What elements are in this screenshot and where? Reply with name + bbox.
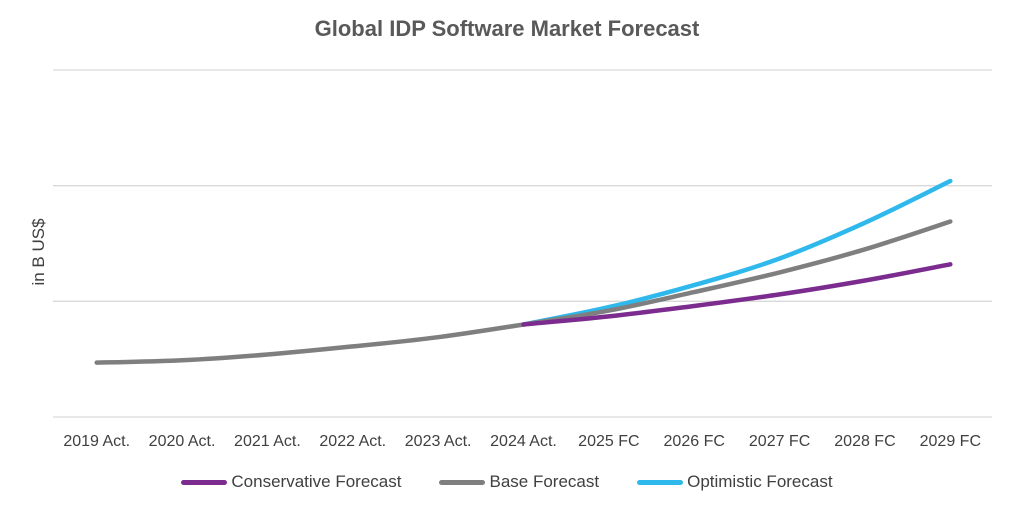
x-tick-label: 2026 FC [664, 433, 725, 450]
x-tick-label: 2022 Act. [319, 433, 386, 450]
x-tick-label: 2028 FC [834, 433, 895, 450]
legend-label-optimistic: Optimistic Forecast [687, 472, 833, 491]
x-tick-label: 2029 FC [920, 433, 981, 450]
legend-item-conservative: Conservative Forecast [181, 472, 401, 492]
legend-swatch-conservative [181, 479, 228, 485]
legend-item-base: Base Forecast [439, 472, 599, 492]
x-tick-label: 2020 Act. [149, 433, 216, 450]
series-line-conservative-forecast [521, 262, 953, 327]
y-axis-label: in B US$ [29, 218, 48, 286]
chart-title: Global IDP Software Market Forecast [314, 16, 700, 41]
x-tick-label: 2019 Act. [63, 433, 130, 450]
x-tick-label: 2024 Act. [490, 433, 557, 450]
series-lines [94, 178, 953, 365]
x-tick-label: 2023 Act. [405, 433, 472, 450]
legend-swatch-optimistic [637, 479, 684, 485]
legend-label-base: Base Forecast [489, 472, 600, 491]
legend: Conservative Forecast Base Forecast Opti… [0, 472, 1014, 492]
x-tick-labels: 2019 Act. 2020 Act. 2021 Act. 2022 Act. 2023… [63, 433, 981, 450]
legend-swatch-base [439, 479, 486, 485]
x-tick-label: 2027 FC [749, 433, 810, 450]
series-line-optimistic-forecast [521, 178, 953, 327]
legend-item-optimistic: Optimistic Forecast [637, 472, 833, 492]
grid [53, 69, 992, 418]
x-tick-label: 2021 Act. [234, 433, 301, 450]
legend-label-conservative: Conservative Forecast [231, 472, 402, 491]
x-tick-label: 2025 FC [578, 433, 639, 450]
